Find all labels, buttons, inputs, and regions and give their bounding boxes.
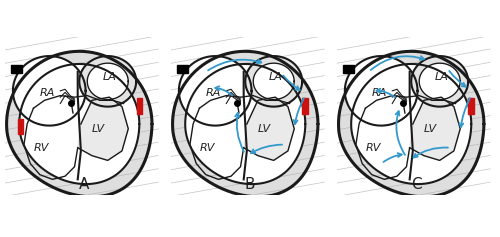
Polygon shape — [80, 56, 136, 107]
Text: LA: LA — [269, 72, 283, 82]
FancyBboxPatch shape — [302, 98, 308, 114]
Polygon shape — [13, 56, 86, 126]
Polygon shape — [6, 51, 152, 197]
Polygon shape — [345, 56, 418, 126]
Text: B: B — [245, 177, 256, 192]
Polygon shape — [253, 63, 294, 100]
Polygon shape — [351, 64, 472, 184]
Polygon shape — [6, 51, 152, 197]
Polygon shape — [244, 97, 294, 160]
Polygon shape — [410, 97, 460, 160]
FancyBboxPatch shape — [178, 65, 188, 73]
Text: RV: RV — [366, 143, 381, 153]
FancyBboxPatch shape — [12, 65, 22, 73]
Polygon shape — [78, 97, 128, 160]
Polygon shape — [338, 51, 484, 197]
Text: RA: RA — [206, 88, 221, 98]
Text: RA: RA — [40, 88, 55, 98]
Polygon shape — [172, 51, 318, 197]
Polygon shape — [80, 56, 136, 107]
Text: RV: RV — [34, 143, 49, 153]
Text: LV: LV — [258, 124, 271, 134]
FancyBboxPatch shape — [136, 98, 141, 114]
Text: C: C — [410, 177, 422, 192]
FancyBboxPatch shape — [18, 118, 23, 134]
Text: LV: LV — [92, 124, 105, 134]
Polygon shape — [172, 51, 318, 197]
Text: RA: RA — [372, 88, 387, 98]
Polygon shape — [338, 51, 484, 197]
Polygon shape — [411, 56, 468, 107]
FancyBboxPatch shape — [344, 65, 353, 73]
Text: RV: RV — [200, 143, 215, 153]
Polygon shape — [419, 63, 460, 100]
Polygon shape — [185, 64, 306, 184]
Polygon shape — [246, 56, 302, 107]
Text: A: A — [79, 177, 89, 192]
Polygon shape — [19, 64, 140, 184]
Polygon shape — [88, 63, 128, 100]
Polygon shape — [411, 56, 468, 107]
Polygon shape — [179, 56, 252, 126]
FancyBboxPatch shape — [468, 98, 473, 114]
Text: LA: LA — [103, 72, 117, 82]
Text: LA: LA — [435, 72, 449, 82]
Polygon shape — [246, 56, 302, 107]
Text: LV: LV — [424, 124, 437, 134]
